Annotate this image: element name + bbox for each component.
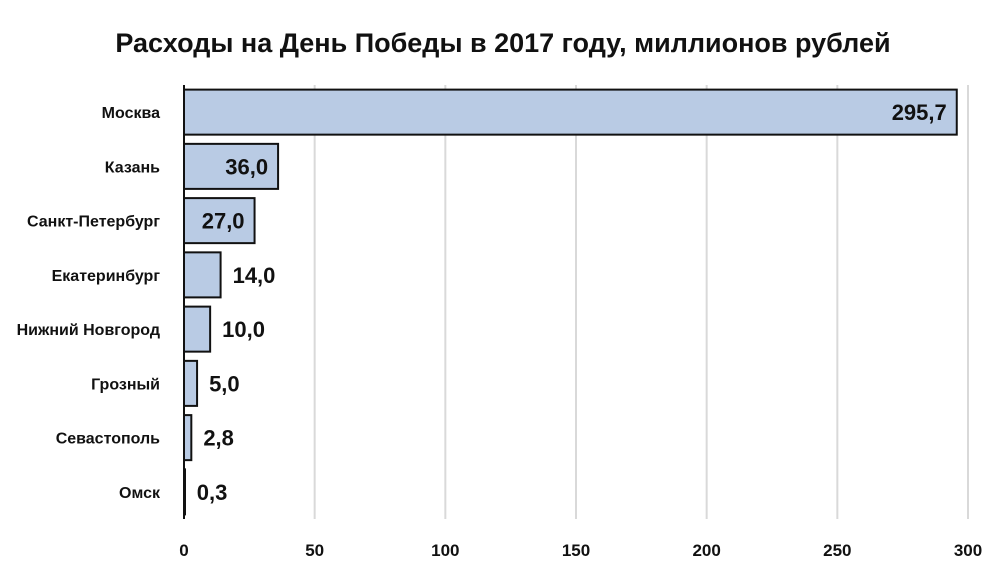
x-tick-label-300: 300 (954, 541, 982, 560)
bar-6 (183, 414, 193, 462)
value-label-4: 10,0 (222, 317, 265, 342)
x-tick-label-50: 50 (305, 541, 324, 560)
value-label-0: 295,7 (892, 100, 947, 125)
category-label-6: Севастополь (56, 431, 160, 448)
category-label-5: Грозный (91, 376, 160, 393)
category-label-3: Екатеринбург (52, 268, 161, 285)
category-label-1: Казань (105, 159, 160, 176)
category-label-4: Нижний Новгород (17, 322, 160, 339)
chart-title: Расходы на День Победы в 2017 году, милл… (115, 28, 890, 58)
category-labels: Москва Казань Санкт-Петербург Екатеринбург Н… (17, 105, 161, 502)
bar-5 (183, 359, 199, 407)
x-tick-label-150: 150 (562, 541, 590, 560)
bars (183, 88, 958, 516)
bar-0 (183, 88, 958, 136)
value-labels: 295,7 36,0 27,0 14,0 10,0 5,0 2,8 0,3 (197, 100, 947, 505)
category-label-2: Санкт-Петербург (27, 214, 160, 231)
value-label-7: 0,3 (197, 480, 228, 505)
value-label-6: 2,8 (203, 426, 234, 451)
x-tick-label-0: 0 (179, 541, 188, 560)
bar-3 (183, 251, 222, 299)
x-tick-label-100: 100 (431, 541, 459, 560)
x-axis-tick-labels: 0 50 100 150 200 250 300 (179, 541, 982, 560)
category-label-7: Омск (119, 485, 161, 502)
x-tick-label-250: 250 (823, 541, 851, 560)
value-label-1: 36,0 (225, 154, 268, 179)
bar-4 (183, 305, 212, 353)
value-label-5: 5,0 (209, 371, 240, 396)
gridlines (313, 85, 969, 519)
x-tick-label-200: 200 (692, 541, 720, 560)
value-label-2: 27,0 (202, 209, 245, 234)
category-label-0: Москва (102, 105, 160, 122)
value-label-3: 14,0 (233, 263, 276, 288)
bar-1 (183, 142, 280, 190)
